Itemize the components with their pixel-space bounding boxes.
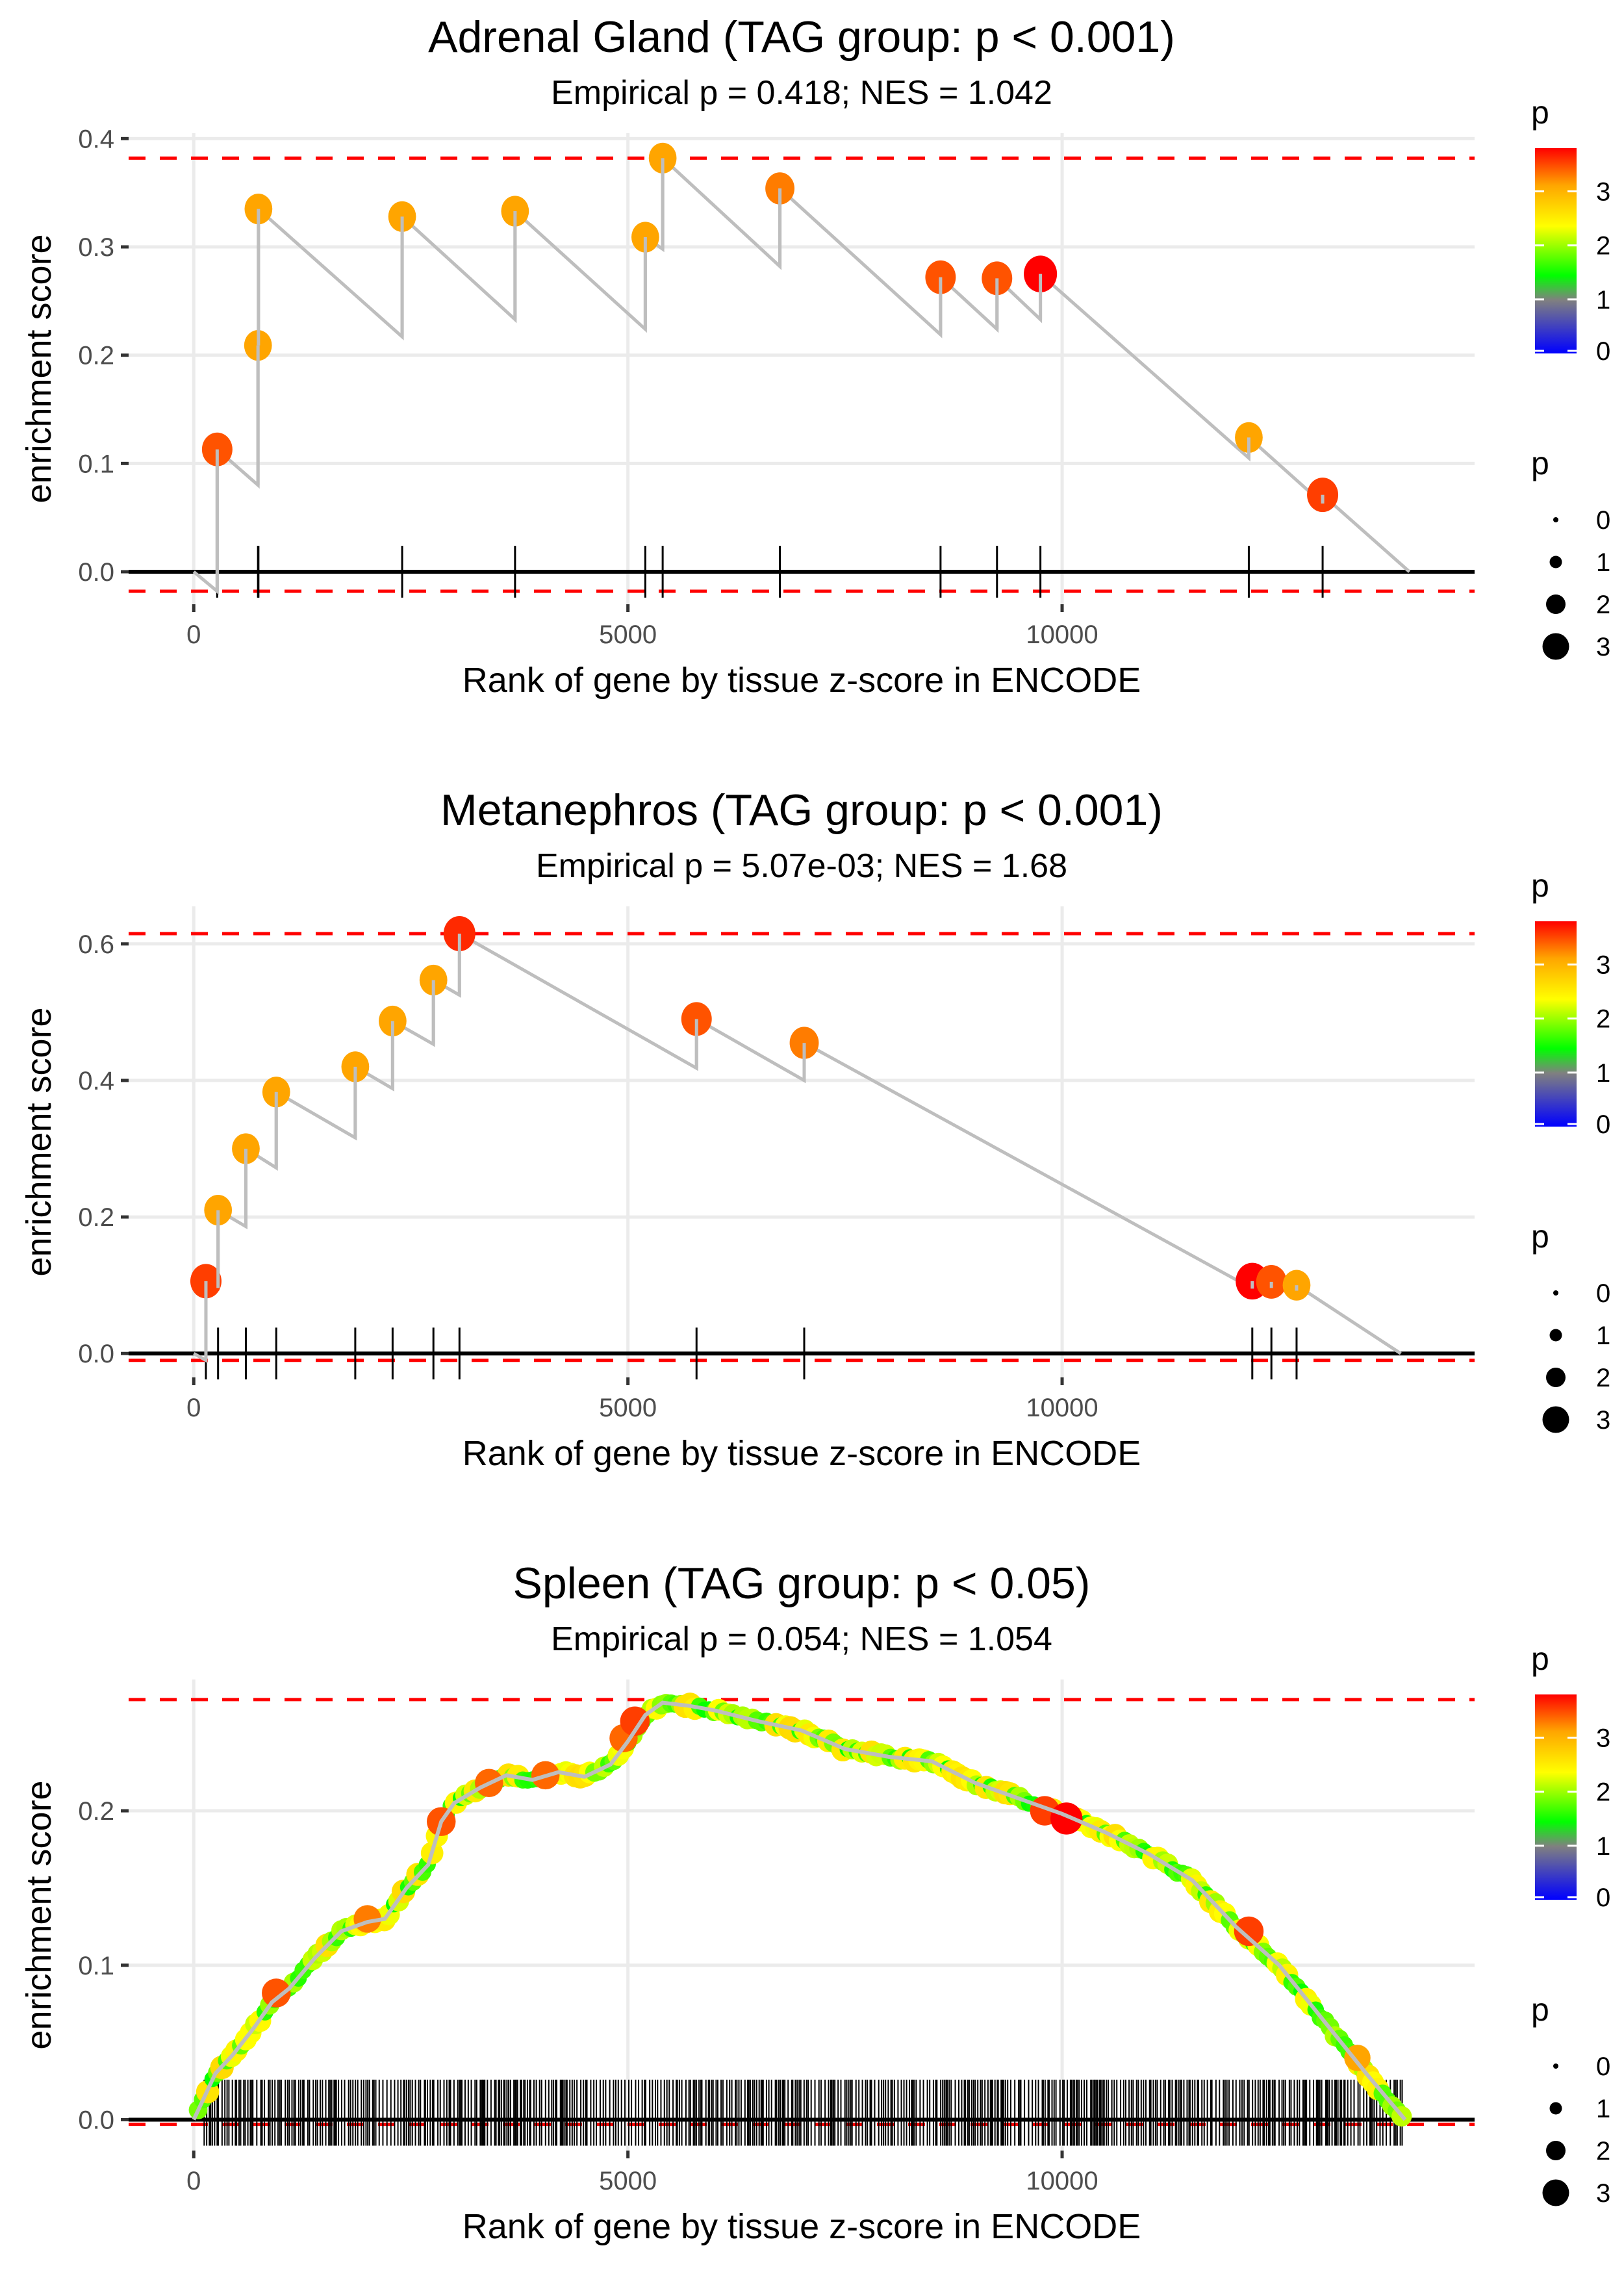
color-legend-label: 3 xyxy=(1596,178,1610,207)
size-legend-title: p xyxy=(1531,1991,1549,2028)
y-tick-label: 0.3 xyxy=(78,233,114,262)
chart-subtitle: Empirical p = 0.054; NES = 1.054 xyxy=(551,1620,1052,1658)
highlight-point xyxy=(1234,1916,1264,1947)
size-legend-label: 3 xyxy=(1596,633,1610,661)
size-legend-dot xyxy=(1542,1406,1569,1433)
panel-3: 0.0 0.1 0.2 0 5000 10000 Spleen (TAG group: p … xyxy=(19,1559,1610,2246)
size-legend-dot xyxy=(1553,1290,1558,1296)
color-legend-label: 0 xyxy=(1596,337,1610,366)
size-legend-label: 2 xyxy=(1596,591,1610,619)
y-tick-label: 0.4 xyxy=(78,125,114,153)
color-legend-label: 3 xyxy=(1596,951,1610,980)
y-tick-label: 0.6 xyxy=(78,930,114,959)
y-tick-label: 0.4 xyxy=(78,1067,114,1095)
color-legend-title: p xyxy=(1531,94,1549,131)
chart-title: Adrenal Gland (TAG group: p < 0.001) xyxy=(428,12,1175,62)
x-tick-label: 0 xyxy=(186,2167,201,2195)
y-tick-label: 0.0 xyxy=(78,558,114,587)
color-legend-label: 2 xyxy=(1596,1778,1610,1807)
size-legend-dot xyxy=(1553,517,1558,522)
size-legend-dot xyxy=(1553,2063,1558,2069)
color-bar xyxy=(1535,921,1577,1127)
legend: p 3 2 1 0 p 0 1 2 3 xyxy=(1531,867,1610,1435)
y-axis-title: enrichment score xyxy=(19,234,58,503)
x-tick-label: 0 xyxy=(186,1394,201,1422)
size-legend-dot xyxy=(1542,2179,1569,2206)
legend: p 3 2 1 0 p 0 1 2 3 xyxy=(1531,94,1610,661)
x-tick-label: 0 xyxy=(186,620,201,649)
size-legend-label: 0 xyxy=(1596,1279,1610,1308)
size-legend-dot xyxy=(1546,1368,1566,1387)
color-legend-label: 1 xyxy=(1596,286,1610,314)
color-legend-label: 0 xyxy=(1596,1110,1610,1139)
size-legend-label: 1 xyxy=(1596,2095,1610,2123)
highlight-point xyxy=(1050,1802,1083,1835)
color-legend-label: 1 xyxy=(1596,1832,1610,1861)
size-legend-dot xyxy=(1549,1329,1562,1342)
y-tick-label: 0.0 xyxy=(78,2106,114,2134)
enrichment-walk-line xyxy=(193,930,1402,1364)
size-legend-label: 3 xyxy=(1596,1406,1610,1435)
size-legend-title: p xyxy=(1531,1218,1549,1255)
size-legend-dot xyxy=(1546,2141,1566,2160)
x-axis-title: Rank of gene by tissue z-score in ENCODE xyxy=(463,2207,1141,2246)
chart-subtitle: Empirical p = 0.418; NES = 1.042 xyxy=(551,74,1052,112)
size-legend-label: 2 xyxy=(1596,1364,1610,1392)
x-tick-label: 10000 xyxy=(1026,620,1098,649)
x-tick-label: 5000 xyxy=(599,620,657,649)
hit-point xyxy=(648,142,677,173)
panel-2: 0.0 0.2 0.4 0.6 0 5000 10000 Metanephros (TAG g… xyxy=(19,786,1610,1473)
color-bar xyxy=(1535,148,1577,353)
color-legend-label: 3 xyxy=(1596,1724,1610,1753)
x-tick-label: 10000 xyxy=(1026,1394,1098,1422)
color-legend-label: 2 xyxy=(1596,1005,1610,1034)
size-legend-dot xyxy=(1549,556,1562,568)
y-tick-label: 0.1 xyxy=(78,1952,114,1980)
chart-title: Spleen (TAG group: p < 0.05) xyxy=(513,1559,1091,1608)
chart-subtitle: Empirical p = 5.07e-03; NES = 1.68 xyxy=(536,847,1067,885)
size-legend-dot xyxy=(1542,633,1569,660)
highlight-point xyxy=(262,1978,291,2008)
y-tick-label: 0.1 xyxy=(78,450,114,478)
x-tick-label: 5000 xyxy=(599,2167,657,2195)
y-axis-title: enrichment score xyxy=(19,1007,58,1276)
size-legend-dot xyxy=(1549,2102,1562,2115)
color-legend-label: 0 xyxy=(1596,1884,1610,1912)
size-legend-label: 1 xyxy=(1596,548,1610,577)
y-tick-label: 0.0 xyxy=(78,1340,114,1368)
color-legend-title: p xyxy=(1531,867,1549,904)
size-legend-label: 0 xyxy=(1596,506,1610,535)
size-legend-label: 0 xyxy=(1596,2052,1610,2081)
x-axis-title: Rank of gene by tissue z-score in ENCODE xyxy=(463,1434,1141,1473)
color-legend-title: p xyxy=(1531,1641,1549,1677)
x-tick-label: 10000 xyxy=(1026,2167,1098,2195)
chart-title: Metanephros (TAG group: p < 0.001) xyxy=(440,786,1163,835)
hit-point xyxy=(681,1002,712,1036)
y-tick-label: 0.2 xyxy=(78,1797,114,1826)
color-legend-label: 2 xyxy=(1596,232,1610,261)
x-tick-label: 5000 xyxy=(599,1394,657,1422)
size-legend-label: 3 xyxy=(1596,2179,1610,2208)
legend: p 3 2 1 0 p 0 1 2 3 xyxy=(1531,1641,1610,2208)
color-legend-label: 1 xyxy=(1596,1059,1610,1088)
size-legend-dot xyxy=(1546,594,1566,614)
y-tick-label: 0.2 xyxy=(78,1203,114,1232)
y-tick-label: 0.2 xyxy=(78,342,114,370)
enrichment-walk-line xyxy=(192,1700,1407,2121)
color-bar xyxy=(1535,1694,1577,1900)
highlight-point xyxy=(620,1706,650,1736)
hit-point xyxy=(1256,1264,1287,1299)
panel-1: 0.0 0.1 0.2 0.3 0.4 0 5000 10000 Adrenal Gland (… xyxy=(19,12,1610,700)
size-legend-title: p xyxy=(1531,445,1549,481)
y-axis-title: enrichment score xyxy=(19,1780,58,2049)
size-legend-label: 2 xyxy=(1596,2137,1610,2165)
size-legend-label: 1 xyxy=(1596,1322,1610,1350)
x-axis-title: Rank of gene by tissue z-score in ENCODE xyxy=(463,661,1141,700)
enrichment-walk-line xyxy=(192,154,1411,595)
